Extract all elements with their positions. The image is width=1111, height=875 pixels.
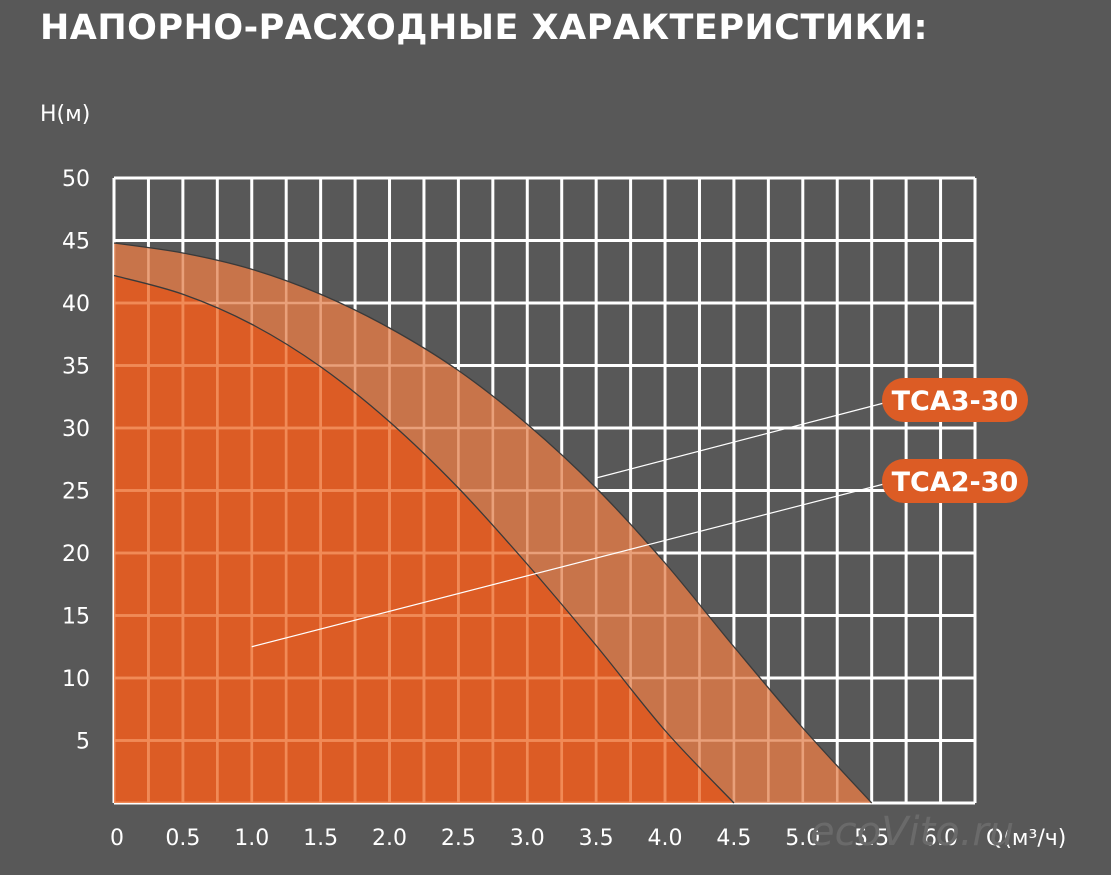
x-tick-label: 5.0: [785, 826, 820, 851]
x-tick-label: 4.5: [716, 826, 751, 851]
x-axis-label: Q(м³/ч): [986, 826, 1066, 851]
series-tag-badge: [882, 459, 1028, 503]
y-tick-label: 35: [62, 355, 90, 380]
y-tick-label: 5: [76, 730, 90, 755]
y-tick-label: 30: [62, 417, 90, 442]
x-tick-label: 3.5: [579, 826, 614, 851]
chart-title: НАПОРНО-РАСХОДНЫЕ ХАРАКТЕРИСТИКИ:: [40, 8, 929, 48]
y-tick-label: 40: [62, 292, 90, 317]
y-axis-label: H(м): [40, 102, 90, 127]
series-edge-tca2-30: [113, 274, 735, 804]
x-tick-label: 3.0: [510, 826, 545, 851]
x-tick-label: 4.0: [648, 826, 683, 851]
x-tick-label: 2.0: [372, 826, 407, 851]
x-tick-label: 1.5: [303, 826, 338, 851]
series-tag-label: TCA2-30: [892, 467, 1019, 498]
annotation-leaders: [251, 402, 885, 648]
y-tick-label: 50: [62, 167, 90, 192]
y-tick-label: 15: [62, 605, 90, 630]
x-tick-label: 0: [110, 826, 124, 851]
leader-line: [596, 402, 885, 479]
y-tick-label: 45: [62, 230, 90, 255]
series-edge-tca3-30: [113, 242, 873, 804]
series-tag-badge: [882, 378, 1028, 422]
x-tick-label: 2.5: [441, 826, 476, 851]
x-axis-ticks: 0 0.5 1.0 1.5 2.0 2.5 3.0 3.5 4.0 4.5 5.0 5.5 6.0: [110, 826, 958, 851]
x-tick-label: 0.5: [165, 826, 200, 851]
x-tick-label: 6.0: [923, 826, 958, 851]
y-tick-label: 25: [62, 480, 90, 505]
series-tags: TCA3-30 TCA2-30: [882, 378, 1028, 503]
y-tick-label: 10: [62, 667, 90, 692]
x-tick-label: 5.5: [854, 826, 889, 851]
leader-line: [251, 483, 885, 648]
x-tick-label: 1.0: [234, 826, 269, 851]
watermark: ecoVito.ru: [810, 809, 1014, 855]
y-axis-ticks: 5 10 15 20 25 30 35 40 45 50: [62, 167, 90, 755]
y-tick-label: 20: [62, 542, 90, 567]
series-tag-label: TCA3-30: [892, 386, 1019, 417]
